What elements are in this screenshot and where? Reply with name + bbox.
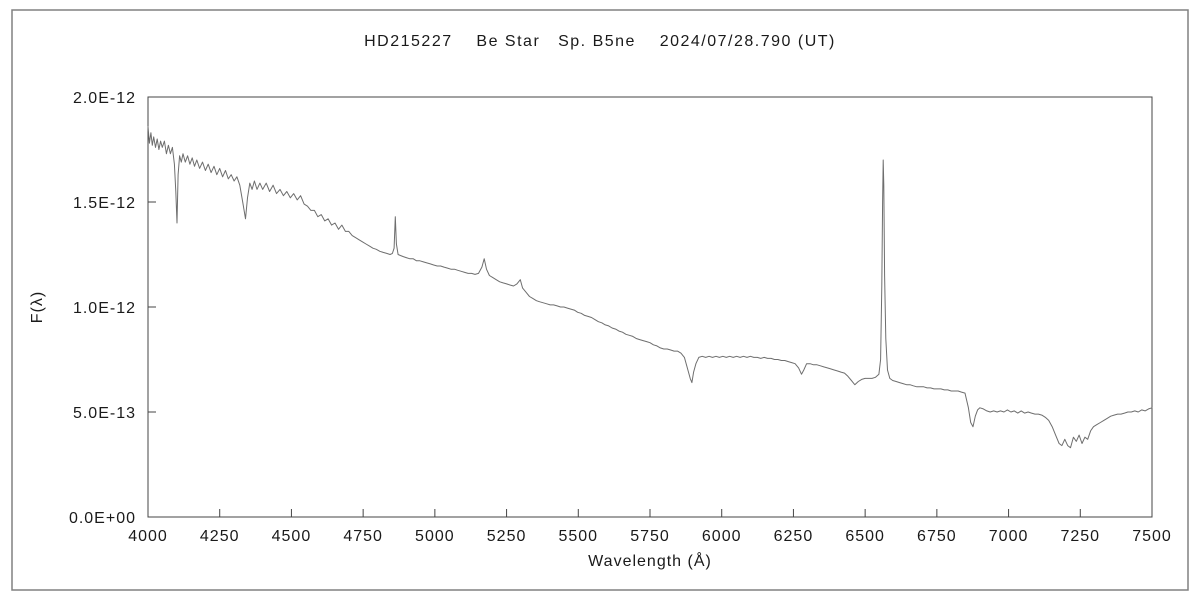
x-tick-label: 6500 — [845, 528, 885, 545]
spectrum-line — [147, 125, 1153, 449]
x-tick-label: 5000 — [415, 528, 455, 545]
x-tick-label: 6750 — [917, 528, 957, 545]
axis-ticks — [147, 96, 1153, 518]
y-tick-label: 5.0E-13 — [73, 405, 136, 422]
y-axis-label: F(λ) — [29, 291, 46, 323]
x-tick-label: 4250 — [200, 528, 240, 545]
x-tick-label: 5250 — [487, 528, 527, 545]
plot-frame — [147, 96, 1153, 518]
y-tick-label: 1.5E-12 — [73, 195, 136, 212]
x-tick-label: 7500 — [1132, 528, 1172, 545]
x-tick-label: 4000 — [128, 528, 168, 545]
axis-tick-labels: 4000 4250 4500 4750 5000 5250 5500 5750 6000 6250… — [69, 90, 1172, 545]
figure-border — [11, 9, 1189, 591]
y-tick-label: 2.0E-12 — [73, 90, 136, 107]
x-axis-label: Wavelength (Å) — [588, 551, 712, 570]
x-tick-label: 5750 — [630, 528, 670, 545]
x-tick-label: 5500 — [558, 528, 598, 545]
y-tick-label: 1.0E-12 — [73, 300, 136, 317]
x-tick-label: 7000 — [989, 528, 1029, 545]
x-tick-label: 6000 — [702, 528, 742, 545]
x-tick-label: 4750 — [343, 528, 383, 545]
x-tick-label: 4500 — [272, 528, 312, 545]
chart-title: HD215227 Be Star Sp. B5ne 2024/07/28.790… — [364, 33, 836, 50]
y-tick-label: 0.0E+00 — [69, 510, 136, 527]
x-tick-label: 6250 — [774, 528, 814, 545]
x-tick-label: 7250 — [1060, 528, 1100, 545]
